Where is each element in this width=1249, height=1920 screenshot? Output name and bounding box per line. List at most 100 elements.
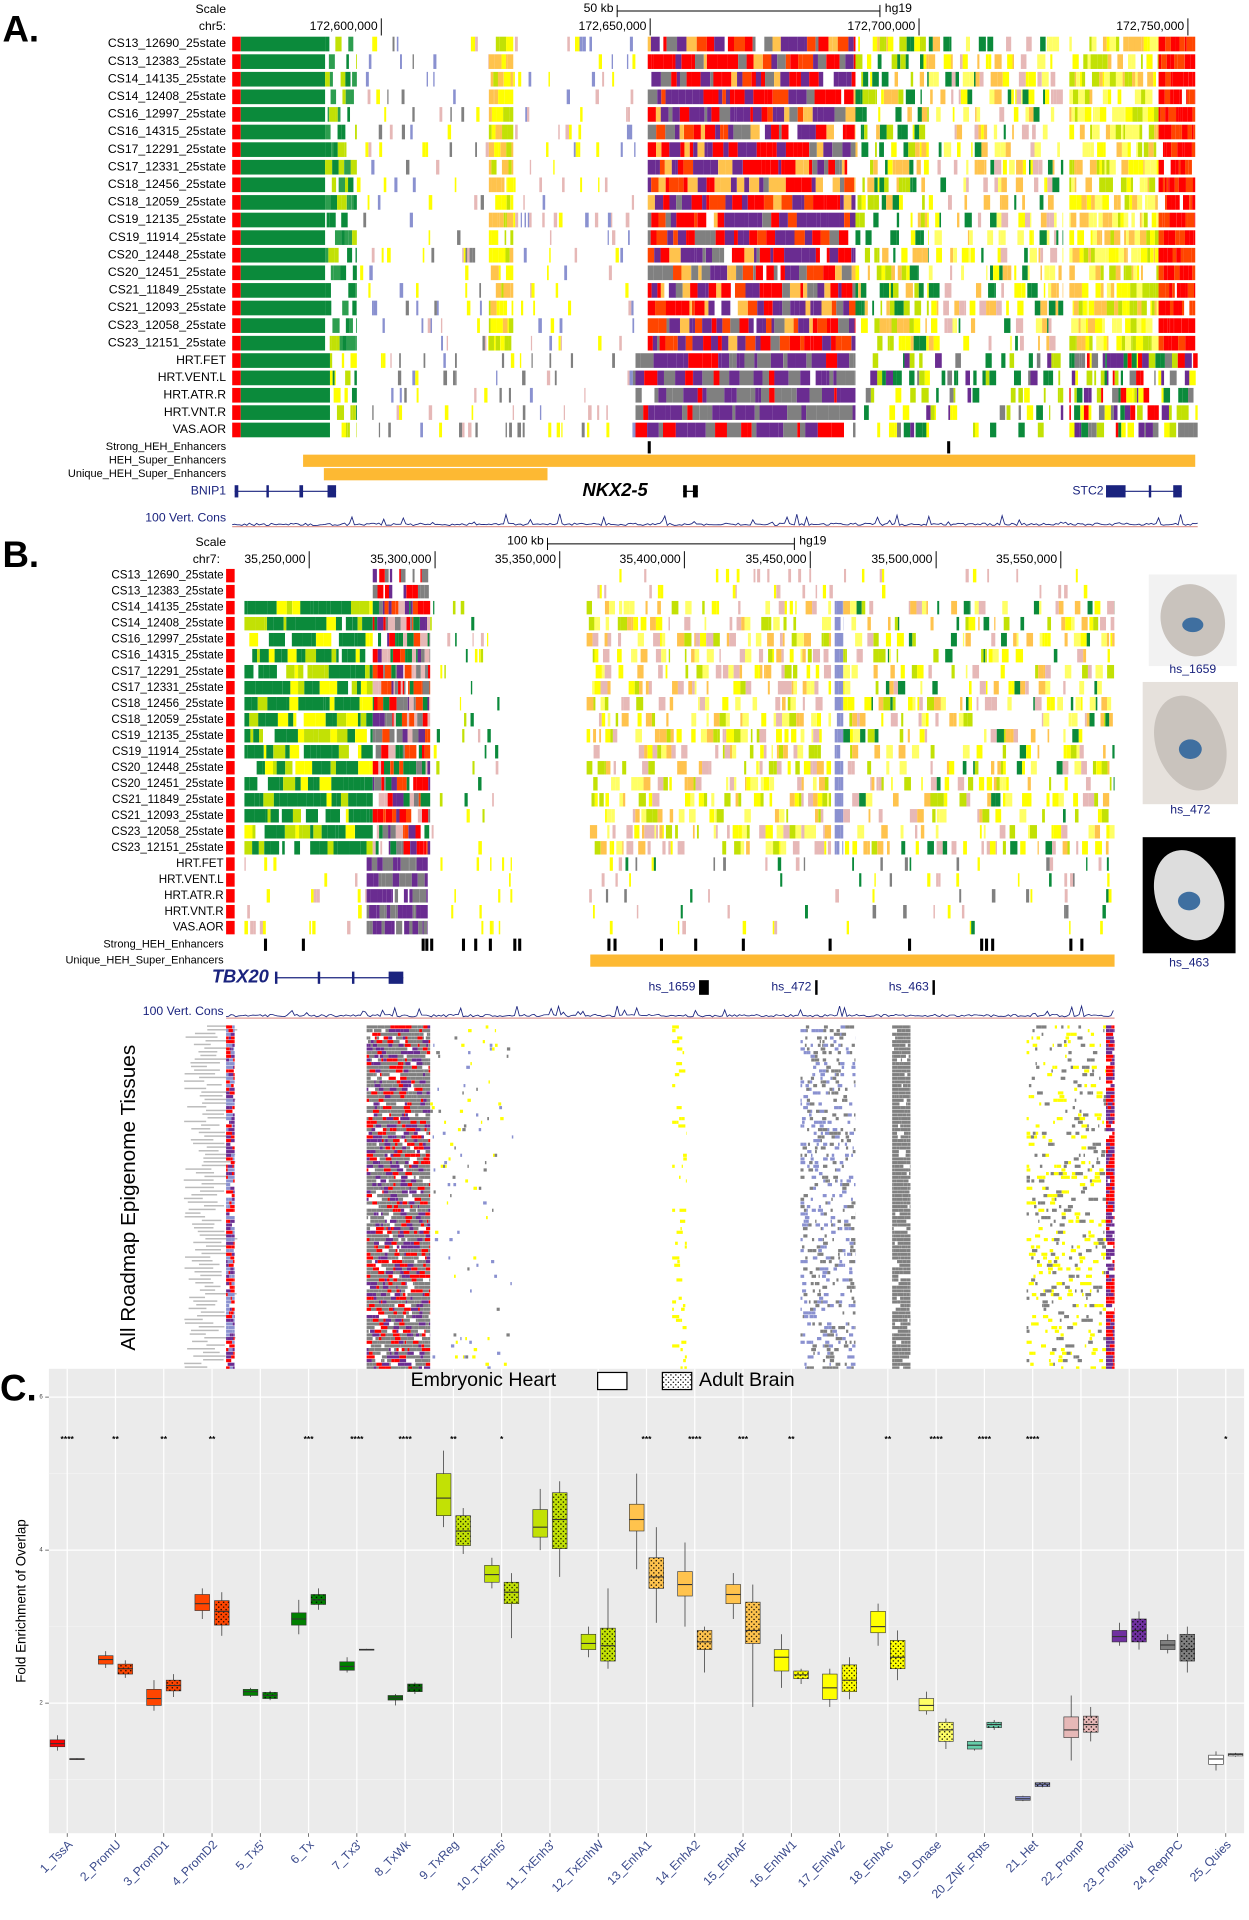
chromatin-state <box>724 745 731 759</box>
chromatin-state <box>380 1106 384 1110</box>
chromatin-state <box>844 680 851 695</box>
chromatin-state <box>313 825 322 839</box>
chromatin-state <box>831 300 837 316</box>
chromatin-state <box>810 825 817 839</box>
chromatin-state <box>998 230 1001 245</box>
chromatin-state <box>977 159 985 175</box>
chromatin-state <box>1192 71 1196 87</box>
chromatin-state <box>955 353 961 368</box>
chromatin-state <box>1062 809 1066 823</box>
chromatin-state <box>657 777 664 791</box>
chromatin-state <box>806 212 817 228</box>
chromatin-state <box>626 107 628 122</box>
chromatin-state <box>485 142 489 157</box>
chromatin-state <box>1103 1095 1107 1099</box>
chromatin-state <box>390 905 396 919</box>
chromatin-state <box>691 729 696 743</box>
chromatin-state <box>910 335 914 351</box>
chromatin-state <box>349 318 353 333</box>
chromatin-state <box>793 616 797 631</box>
chromatin-state <box>761 159 766 175</box>
chromatin-state <box>331 142 334 157</box>
chromatin-state <box>1172 71 1178 87</box>
chromatin-state <box>351 680 357 695</box>
chromatin-state <box>845 1131 848 1135</box>
chromatin-state <box>311 889 314 903</box>
chromatin-state <box>794 230 805 245</box>
chromatin-state <box>484 335 487 351</box>
chromatin-state <box>366 1095 373 1099</box>
chromatin-state <box>834 761 841 775</box>
chromatin-state <box>1043 664 1046 679</box>
chromatin-state <box>1178 335 1186 351</box>
chromatin-state <box>647 422 659 438</box>
chromatin-state <box>670 405 683 420</box>
chromatin-state <box>840 713 842 727</box>
chromatin-state <box>830 318 839 333</box>
chromatin-state <box>730 107 735 122</box>
chromatin-state <box>394 680 398 695</box>
chromatin-state <box>1091 1128 1095 1132</box>
chromatin-state <box>1005 142 1011 157</box>
chromatin-state <box>700 729 707 743</box>
chromatin-state <box>900 54 906 69</box>
chromatin-state <box>826 247 830 263</box>
chromatin-state <box>784 318 794 333</box>
chromatin-state <box>1192 36 1196 52</box>
chromatin-state <box>966 177 969 193</box>
chromatin-state <box>1118 107 1125 122</box>
chromatin-state <box>240 247 326 263</box>
chromatin-state <box>943 142 952 157</box>
chromatin-state <box>975 422 979 438</box>
chromatin-state <box>630 89 634 105</box>
chromatin-state <box>369 1069 376 1073</box>
chromatin-state <box>714 265 721 281</box>
chromatin-state <box>892 1062 896 1066</box>
chromatin-state <box>825 1091 829 1095</box>
chromatin-state <box>1123 124 1126 140</box>
chromatin-state <box>1032 1043 1038 1047</box>
chromatin-state <box>962 89 968 105</box>
chromatin-state <box>382 889 387 903</box>
chromatin-state <box>420 1128 425 1132</box>
chromatin-state <box>867 265 870 281</box>
chromatin-state <box>798 793 802 807</box>
chromatin-state <box>631 300 634 316</box>
chromatin-state <box>488 300 491 316</box>
chromatin-state <box>985 648 987 663</box>
chromatin-state <box>804 230 813 245</box>
chromatin-state <box>742 920 747 935</box>
chromatin-state <box>384 107 387 122</box>
chromatin-state <box>832 177 840 193</box>
chromatin-state <box>684 648 687 663</box>
chromatin-state <box>940 89 946 105</box>
chromatin-state <box>840 825 844 839</box>
chromatin-state <box>750 777 759 791</box>
chromatin-state <box>1027 265 1030 281</box>
chromatin-state <box>732 353 737 368</box>
chromatin-state <box>788 370 801 386</box>
chromatin-state <box>1038 680 1046 695</box>
chromatin-state <box>388 1043 393 1047</box>
chromatin-state <box>482 335 485 351</box>
chromatin-state <box>226 1084 232 1088</box>
chromatin-state <box>851 616 857 631</box>
chromatin-state <box>674 124 680 140</box>
chromatin-state <box>429 1073 431 1077</box>
chromatin-state <box>669 142 681 157</box>
chromatin-state <box>886 318 889 333</box>
chromatin-state <box>693 124 701 140</box>
chromatin-state <box>1038 247 1041 263</box>
chromatin-state <box>326 616 336 631</box>
chromatin-state <box>709 195 718 210</box>
chromatin-state <box>879 568 882 583</box>
chromatin-state <box>1188 318 1196 333</box>
chromatin-state <box>1095 841 1102 855</box>
chromatin-state <box>851 265 856 281</box>
chromatin-state <box>403 584 407 599</box>
chromatin-state <box>413 616 420 631</box>
chromatin-state <box>472 36 476 52</box>
chromatin-state <box>1142 283 1150 298</box>
chromatin-state <box>860 283 867 298</box>
chromatin-state <box>262 920 266 935</box>
